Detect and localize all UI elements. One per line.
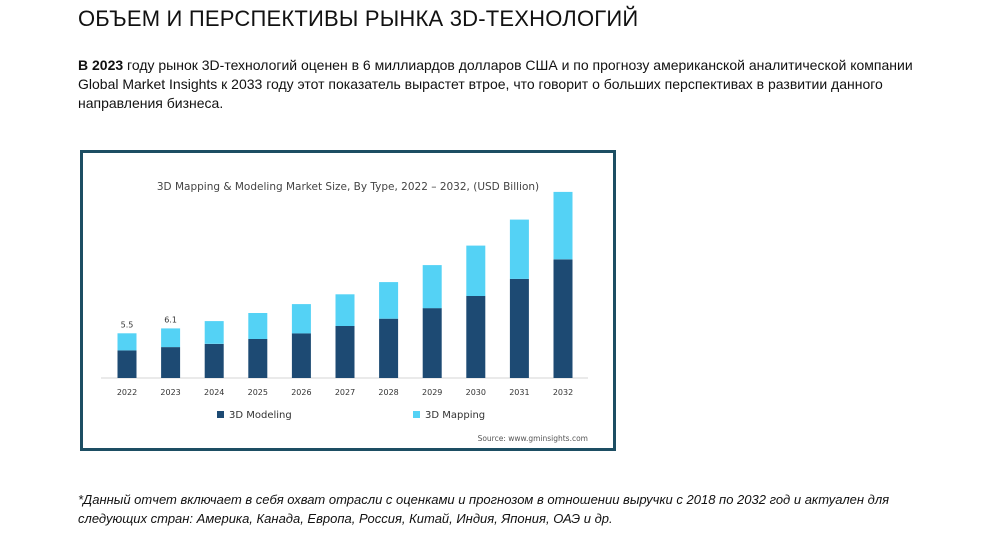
chart-legend: 3D Modeling 3D Mapping [217,410,485,421]
bar-3d-modeling-2024 [204,343,224,378]
bar-3d-modeling-2032 [553,259,573,378]
bar-3d-mapping-2026 [291,304,311,334]
bar-3d-modeling-2023 [161,347,181,378]
x-tick-label: 2024 [204,388,224,397]
bar-3d-modeling-2029 [422,308,442,378]
bar-3d-modeling-2026 [291,333,311,378]
intro-paragraph: В 2023 году рынок 3D-технологий оценен в… [78,56,918,113]
bar-3d-modeling-2027 [335,326,355,378]
legend-swatch [217,411,224,418]
x-tick-label: 2022 [117,388,137,397]
legend-label: 3D Mapping [425,410,485,421]
data-label: 6.1 [164,315,177,324]
legend-label: 3D Modeling [229,410,292,421]
page-title: ОБЪЕМ И ПЕРСПЕКТИВЫ РЫНКА 3D-ТЕХНОЛОГИЙ [78,6,639,31]
market-size-chart: 3D Mapping & Modeling Market Size, By Ty… [101,181,588,443]
legend-swatch [413,411,420,418]
bar-3d-mapping-2031 [509,219,529,279]
bars-group [117,191,573,378]
x-tick-label: 2023 [160,388,180,397]
intro-year: В 2023 [78,57,124,73]
bar-3d-mapping-2023 [161,328,181,348]
chart-source: Source: www.gminsights.com [478,434,588,443]
bar-3d-mapping-2030 [466,245,486,296]
x-tick-label: 2025 [248,388,268,397]
chart-title: 3D Mapping & Modeling Market Size, By Ty… [157,181,539,193]
bar-3d-mapping-2032 [553,191,573,260]
bar-3d-mapping-2027 [335,294,355,326]
bar-3d-modeling-2025 [248,339,268,378]
bar-3d-modeling-2030 [466,295,486,378]
x-tick-label: 2030 [466,388,486,397]
x-ticks-group: 2022 2023 2024 2025 2026 2027 2028 2029 2030 2031… [117,388,573,397]
bar-3d-modeling-2022 [117,350,137,378]
x-tick-label: 2026 [291,388,311,397]
intro-text: году рынок 3D-технологий оценен в 6 милл… [78,57,913,111]
bar-3d-mapping-2024 [204,321,224,344]
bar-3d-mapping-2028 [379,282,399,319]
bar-3d-mapping-2025 [248,313,268,339]
x-tick-label: 2031 [509,388,529,397]
bar-3d-modeling-2031 [509,278,529,378]
bar-3d-modeling-2028 [379,318,399,378]
x-tick-label: 2027 [335,388,355,397]
data-labels-group: 5.5 6.1 [121,315,177,329]
footnote: *Данный отчет включает в себя охват отра… [78,492,890,526]
bar-3d-mapping-2022 [117,333,137,351]
data-label: 5.5 [121,320,134,329]
x-tick-label: 2028 [378,388,398,397]
chart-frame: 3D Mapping & Modeling Market Size, By Ty… [80,150,616,451]
x-tick-label: 2029 [422,388,442,397]
x-tick-label: 2032 [553,388,573,397]
bar-3d-mapping-2029 [422,265,442,309]
